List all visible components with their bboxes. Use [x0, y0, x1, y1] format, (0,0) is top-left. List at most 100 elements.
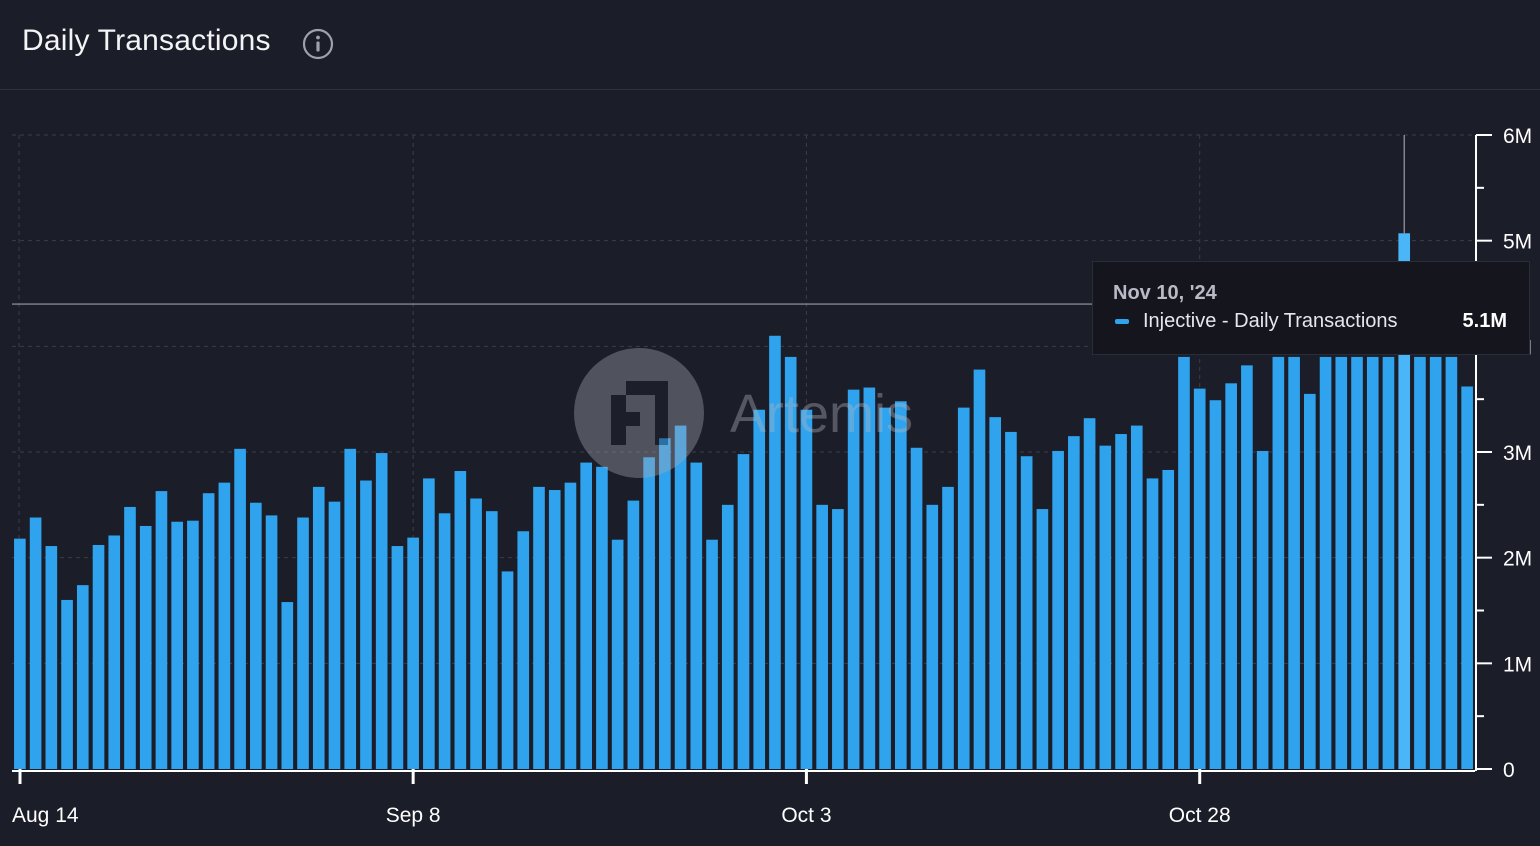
bar[interactable] [690, 462, 703, 769]
bar[interactable] [564, 482, 577, 769]
bar[interactable] [1178, 356, 1190, 769]
bar[interactable] [1304, 393, 1316, 769]
bar[interactable] [926, 504, 939, 769]
bar[interactable] [800, 409, 813, 769]
bar[interactable] [438, 513, 451, 769]
bar[interactable] [202, 493, 215, 769]
bar[interactable] [328, 501, 341, 769]
bar[interactable] [1130, 425, 1143, 769]
bar[interactable] [784, 356, 797, 769]
bar[interactable] [454, 471, 467, 769]
bar[interactable] [1036, 509, 1049, 769]
bar[interactable] [297, 517, 309, 769]
bar[interactable] [14, 538, 26, 769]
bar[interactable] [407, 537, 419, 769]
bar[interactable] [155, 491, 168, 769]
bar[interactable] [1115, 434, 1127, 769]
bar[interactable] [1351, 356, 1363, 769]
bar[interactable] [265, 515, 278, 769]
bar[interactable] [1099, 445, 1112, 769]
bar[interactable] [218, 482, 231, 769]
bar[interactable] [1429, 356, 1442, 769]
bar[interactable] [957, 407, 970, 769]
bar[interactable] [659, 438, 671, 769]
bar[interactable] [375, 453, 388, 769]
bar[interactable] [973, 369, 986, 769]
info-icon[interactable] [302, 28, 334, 60]
bar[interactable] [1241, 365, 1253, 769]
bar[interactable] [344, 448, 357, 769]
bar[interactable] [1335, 356, 1348, 769]
bar[interactable] [533, 486, 545, 769]
bar[interactable] [250, 502, 262, 769]
bar[interactable] [517, 531, 530, 769]
bar[interactable] [470, 498, 482, 769]
bar[interactable] [92, 544, 105, 769]
bar[interactable] [942, 486, 954, 769]
tooltip-date: Nov 10, '24 [1113, 282, 1217, 304]
bar[interactable] [1366, 356, 1379, 769]
bar[interactable] [1083, 418, 1096, 769]
series-swatch [1115, 319, 1129, 324]
bar[interactable] [989, 417, 1002, 769]
bar[interactable] [706, 539, 718, 769]
bar[interactable] [281, 602, 294, 769]
bar[interactable] [863, 387, 876, 769]
bar[interactable] [910, 447, 923, 769]
bar[interactable] [1162, 469, 1175, 769]
bar[interactable] [45, 546, 58, 769]
tooltip: Nov 10, '24 Injective - Daily Transactio… [1092, 261, 1530, 355]
bar[interactable] [234, 448, 246, 769]
bar[interactable] [501, 571, 514, 769]
bar[interactable] [753, 409, 766, 769]
bar[interactable] [171, 521, 183, 769]
tooltip-value: 5.1M [1462, 310, 1507, 332]
bar[interactable] [312, 486, 325, 769]
bar[interactable] [1414, 356, 1426, 769]
bar[interactable] [816, 504, 828, 769]
bar[interactable] [1288, 356, 1300, 769]
bar[interactable] [580, 462, 593, 769]
bar[interactable] [1319, 356, 1332, 769]
bar[interactable] [879, 407, 891, 769]
bar[interactable] [1398, 233, 1411, 769]
bar[interactable] [832, 509, 844, 769]
bar[interactable] [737, 454, 750, 769]
bar[interactable] [1020, 456, 1033, 769]
bar[interactable] [611, 539, 624, 769]
bar[interactable] [76, 585, 89, 769]
bar[interactable] [139, 525, 152, 769]
x-tick-label: Sep 8 [386, 804, 441, 827]
bar[interactable] [894, 401, 907, 769]
bar[interactable] [1445, 356, 1458, 769]
bar[interactable] [1256, 450, 1269, 769]
bar[interactable] [596, 466, 608, 769]
bar[interactable] [108, 535, 121, 769]
bar[interactable] [1225, 383, 1237, 769]
bar[interactable] [1005, 431, 1017, 769]
bar[interactable] [1209, 400, 1222, 769]
bar[interactable] [1146, 478, 1159, 769]
bar[interactable] [1461, 386, 1473, 769]
bar[interactable] [1382, 356, 1395, 769]
bar[interactable] [548, 490, 561, 769]
bar[interactable] [29, 517, 42, 769]
bar[interactable] [124, 506, 136, 769]
bar[interactable] [769, 335, 781, 769]
bar[interactable] [391, 546, 404, 769]
bar[interactable] [721, 504, 734, 769]
bar[interactable] [643, 457, 655, 769]
bar[interactable] [61, 599, 73, 769]
bar[interactable] [627, 500, 640, 769]
bar[interactable] [847, 389, 860, 769]
bar[interactable] [1272, 356, 1285, 769]
bar[interactable] [674, 425, 687, 769]
bar[interactable] [423, 478, 435, 769]
bar[interactable] [1052, 450, 1064, 769]
bar[interactable] [1193, 388, 1206, 769]
bar[interactable] [1068, 436, 1080, 769]
bar[interactable] [485, 511, 498, 769]
bar[interactable] [360, 480, 372, 769]
bar[interactable] [187, 520, 199, 769]
